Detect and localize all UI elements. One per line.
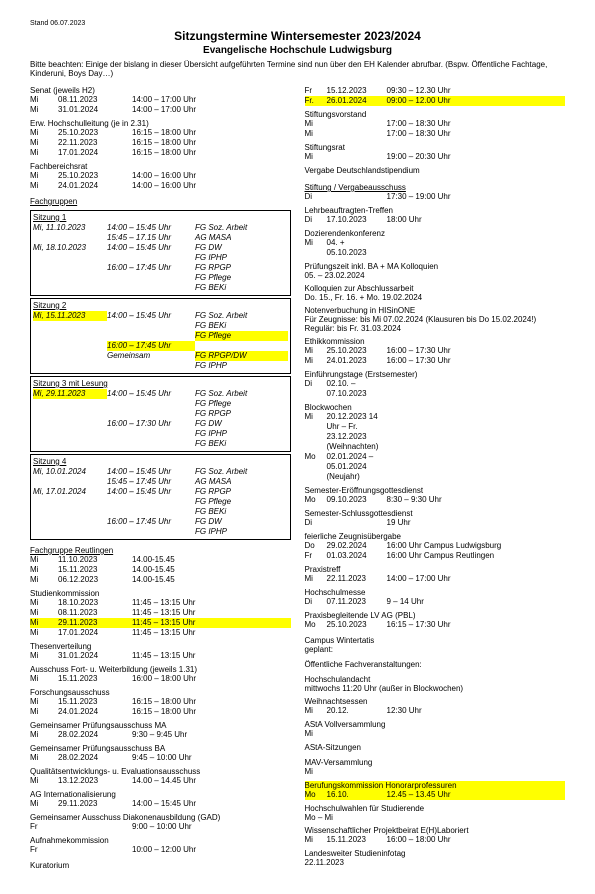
auf-heading: Aufnahmekommission bbox=[30, 836, 291, 845]
thv-heading: Thesenverteilung bbox=[30, 642, 291, 651]
note: Bitte beachten: Einige der bislang in di… bbox=[30, 60, 565, 78]
fgrt-heading: Fachgruppe Reutlingen bbox=[30, 546, 113, 555]
fg-heading: Fachgruppen bbox=[30, 197, 77, 206]
ofv-heading: Öffentliche Fachveranstaltungen: bbox=[305, 660, 566, 669]
gad-heading: Gemeinsamer Ausschuss Diakonenausbildung… bbox=[30, 813, 291, 822]
page-title: Sitzungstermine Wintersemester 2023/2024 bbox=[30, 29, 565, 43]
gpba-heading: Gemeinsamer Prüfungsausschuss BA bbox=[30, 744, 291, 753]
mav-heading: MAV-Versammlung bbox=[305, 758, 566, 767]
cw-heading: Campus Wintertatis bbox=[305, 636, 566, 645]
ssg-heading: Semester-Schlussgottesdienst bbox=[305, 509, 566, 518]
sitzung3-box: Sitzung 3 mit Lesung Mi, 29.11.202314:00… bbox=[30, 376, 291, 452]
lbt-heading: Lehrbeauftragten-Treffen bbox=[305, 206, 566, 215]
ha-heading: Hochschulandacht bbox=[305, 675, 566, 684]
af-heading: Ausschuss Fort- u. Weiterbildung (jeweil… bbox=[30, 665, 291, 674]
ds-heading: Vergabe Deutschlandstipendium bbox=[305, 166, 566, 175]
bkh-heading: Berufungskommission Honorarprofessuren bbox=[305, 781, 566, 790]
erwhs-heading: Erw. Hochschulleitung (je in 2.31) bbox=[30, 119, 291, 128]
fz-heading: feierliche Zeugnisübergabe bbox=[305, 532, 566, 541]
pz-heading: Prüfungszeit inkl. BA + MA Kolloquien bbox=[305, 262, 566, 271]
page-subtitle: Evangelische Hochschule Ludwigsburg bbox=[30, 45, 565, 56]
s3-date: Mi, 29.11.2023 bbox=[33, 389, 107, 399]
stand-date: Stand 06.07.2023 bbox=[30, 20, 565, 27]
s2-date: Mi, 15.11.2023 bbox=[33, 311, 107, 321]
hm-heading: Hochschulmesse bbox=[305, 588, 566, 597]
ka-heading: Kolloquien zur Abschlussarbeit bbox=[305, 284, 566, 293]
sitzung1-box: Sitzung 1 Mi, 11.10.202314:00 – 15:45 Uh… bbox=[30, 210, 291, 296]
ls-heading: Landesweiter Studieninfotag bbox=[305, 849, 566, 858]
fbr-heading: Fachbereichsrat bbox=[30, 162, 291, 171]
dk-heading: Dozierendenkonferenz bbox=[305, 229, 566, 238]
pb-heading: Praxisbegleitende LV AG (PBL) bbox=[305, 611, 566, 620]
wp-heading: Wissenschaftlicher Projektbeirat E(H)Lab… bbox=[305, 826, 566, 835]
hws-heading: Hochschulwahlen für Studierende bbox=[305, 804, 566, 813]
avv-heading: AStA Vollversammlung bbox=[305, 720, 566, 729]
s1-heading: Sitzung 1 bbox=[33, 213, 288, 222]
we-heading: Weihnachtsessen bbox=[305, 697, 566, 706]
bw-heading: Blockwochen bbox=[305, 403, 566, 412]
str-heading: Stiftungsrat bbox=[305, 143, 566, 152]
sva-heading: Stiftung / Vergabeausschuss bbox=[305, 183, 406, 192]
agi-heading: AG Internationalisierung bbox=[30, 790, 291, 799]
stv-heading: Stiftungsvorstand bbox=[305, 110, 566, 119]
nv-heading: Notenverbuchung in HISinONE bbox=[305, 306, 566, 315]
kur-heading: Kuratorium bbox=[30, 861, 291, 870]
ef-heading: Einführungstage (Erstsemester) bbox=[305, 370, 566, 379]
s4-heading: Sitzung 4 bbox=[33, 457, 288, 466]
s3-heading: Sitzung 3 mit Lesung bbox=[33, 379, 288, 388]
fa-heading: Forschungsausschuss bbox=[30, 688, 291, 697]
sitzung4-box: Sitzung 4 Mi, 10.01.202414:00 – 15:45 Uh… bbox=[30, 454, 291, 540]
sitzung2-box: Sitzung 2 Mi, 15.11.202314:00 – 15:45 Uh… bbox=[30, 298, 291, 374]
s2-heading: Sitzung 2 bbox=[33, 301, 288, 310]
senat-heading: Senat (jeweils H2) bbox=[30, 86, 291, 95]
as-heading: AStA-Sitzungen bbox=[305, 743, 566, 752]
ek-heading: Ethikkommission bbox=[305, 337, 566, 346]
pt-heading: Praxistreff bbox=[305, 565, 566, 574]
stk-heading: Studienkommission bbox=[30, 589, 291, 598]
qe-heading: Qualitätsentwicklungs- u. Evaluationsaus… bbox=[30, 767, 291, 776]
gpma-heading: Gemeinsamer Prüfungsausschuss MA bbox=[30, 721, 291, 730]
seg-heading: Semester-Eröffnungsgottesdienst bbox=[305, 486, 566, 495]
